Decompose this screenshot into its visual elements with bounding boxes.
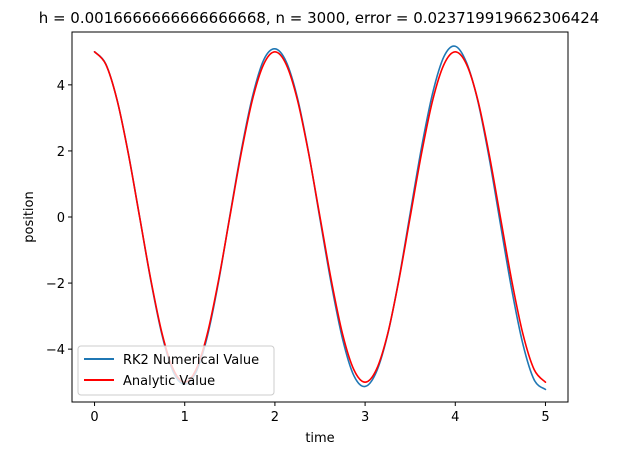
y-tick-label: −4 <box>46 343 65 358</box>
legend: RK2 Numerical Value Analytic Value <box>77 345 275 396</box>
y-axis-label: position <box>22 191 37 243</box>
x-axis-ticks: 0 1 2 3 4 5 <box>90 402 550 425</box>
plot-area: 0 1 2 3 4 5 −4 −2 0 2 4 <box>46 31 569 425</box>
y-tick-label: 4 <box>57 79 65 94</box>
x-tick-label: 5 <box>541 410 549 425</box>
chart-title: h = 0.0016666666666666668, n = 3000, err… <box>39 9 600 27</box>
x-tick-label: 1 <box>181 410 189 425</box>
legend-label-analytic: Analytic Value <box>123 374 215 389</box>
legend-box <box>77 345 275 396</box>
x-axis-label: time <box>305 431 334 446</box>
y-tick-label: 2 <box>57 145 65 160</box>
x-tick-label: 2 <box>271 410 279 425</box>
x-tick-label: 3 <box>361 410 369 425</box>
y-tick-label: −2 <box>46 277 65 292</box>
legend-label-rk2: RK2 Numerical Value <box>123 353 259 368</box>
x-tick-label: 4 <box>451 410 459 425</box>
y-tick-label: 0 <box>57 211 65 226</box>
y-axis-ticks: −4 −2 0 2 4 <box>46 79 72 358</box>
x-tick-label: 0 <box>90 410 98 425</box>
